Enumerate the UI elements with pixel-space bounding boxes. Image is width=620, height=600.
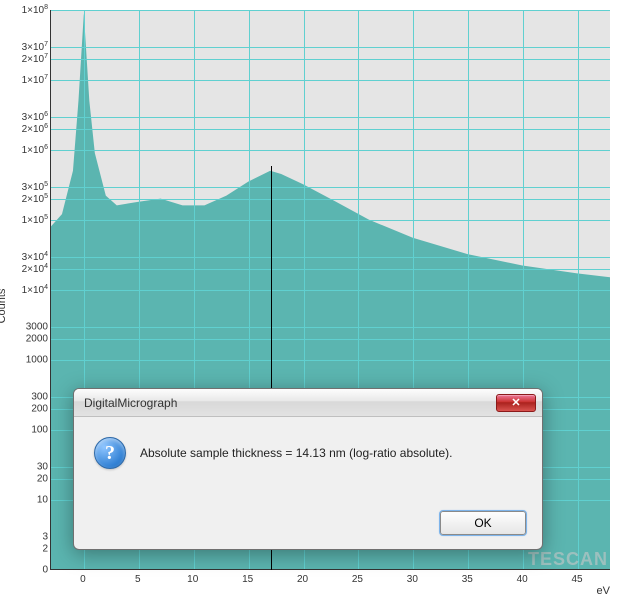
dialog-body: ? Absolute sample thickness = 14.13 nm (… xyxy=(74,417,542,479)
dialog-titlebar[interactable]: DigitalMicrograph ✕ xyxy=(74,389,542,417)
dialog-message: Absolute sample thickness = 14.13 nm (lo… xyxy=(140,446,453,460)
x-tick-label: 15 xyxy=(242,574,253,585)
y-tick-label: 1×106 xyxy=(22,144,48,156)
close-button[interactable]: ✕ xyxy=(496,394,536,412)
y-tick-label: 1×104 xyxy=(22,284,48,296)
question-icon: ? xyxy=(94,437,126,469)
x-tick-label: 40 xyxy=(517,574,528,585)
y-tick-label: 2 xyxy=(42,543,48,554)
y-tick-label: 2×106 xyxy=(22,123,48,135)
y-tick-label: 200 xyxy=(31,403,48,414)
y-tick-label: 10 xyxy=(37,495,48,506)
y-tick-label: 3×106 xyxy=(22,110,48,122)
x-tick-label: 35 xyxy=(462,574,473,585)
y-tick-label: 30 xyxy=(37,461,48,472)
y-axis-label: Counts xyxy=(0,289,8,324)
x-tick-label: 0 xyxy=(80,574,86,585)
y-tick-label: 1×108 xyxy=(22,4,48,16)
y-tick-label: 2000 xyxy=(26,333,48,344)
y-tick-label: 0 xyxy=(42,565,48,576)
x-tick-label: 25 xyxy=(352,574,363,585)
dialog-title: DigitalMicrograph xyxy=(84,396,496,410)
x-tick-label: 20 xyxy=(297,574,308,585)
y-tick-label: 3×104 xyxy=(22,250,48,262)
watermark-logo: TESCAN xyxy=(528,549,608,570)
y-tick-label: 2×105 xyxy=(22,193,48,205)
y-tick-label: 3×107 xyxy=(22,40,48,52)
x-tick-label: 10 xyxy=(187,574,198,585)
x-axis-label: eV xyxy=(597,585,610,597)
x-tick-label: 45 xyxy=(571,574,582,585)
dialog-button-row: OK xyxy=(440,511,526,535)
close-icon: ✕ xyxy=(511,396,520,409)
y-tick-label: 300 xyxy=(31,391,48,402)
x-tick-label: 5 xyxy=(135,574,141,585)
y-tick-label: 100 xyxy=(31,425,48,436)
y-tick-label: 2×104 xyxy=(22,263,48,275)
y-tick-label: 3×105 xyxy=(22,180,48,192)
y-tick-label: 1×107 xyxy=(22,74,48,86)
y-tick-label: 1000 xyxy=(26,355,48,366)
y-tick-label: 1×105 xyxy=(22,214,48,226)
y-tick-label: 2×107 xyxy=(22,53,48,65)
thickness-dialog: DigitalMicrograph ✕ ? Absolute sample th… xyxy=(73,388,543,550)
y-tick-label: 3 xyxy=(42,531,48,542)
y-tick-label: 20 xyxy=(37,473,48,484)
y-tick-label: 3000 xyxy=(26,321,48,332)
ok-button[interactable]: OK xyxy=(440,511,526,535)
x-tick-label: 30 xyxy=(407,574,418,585)
